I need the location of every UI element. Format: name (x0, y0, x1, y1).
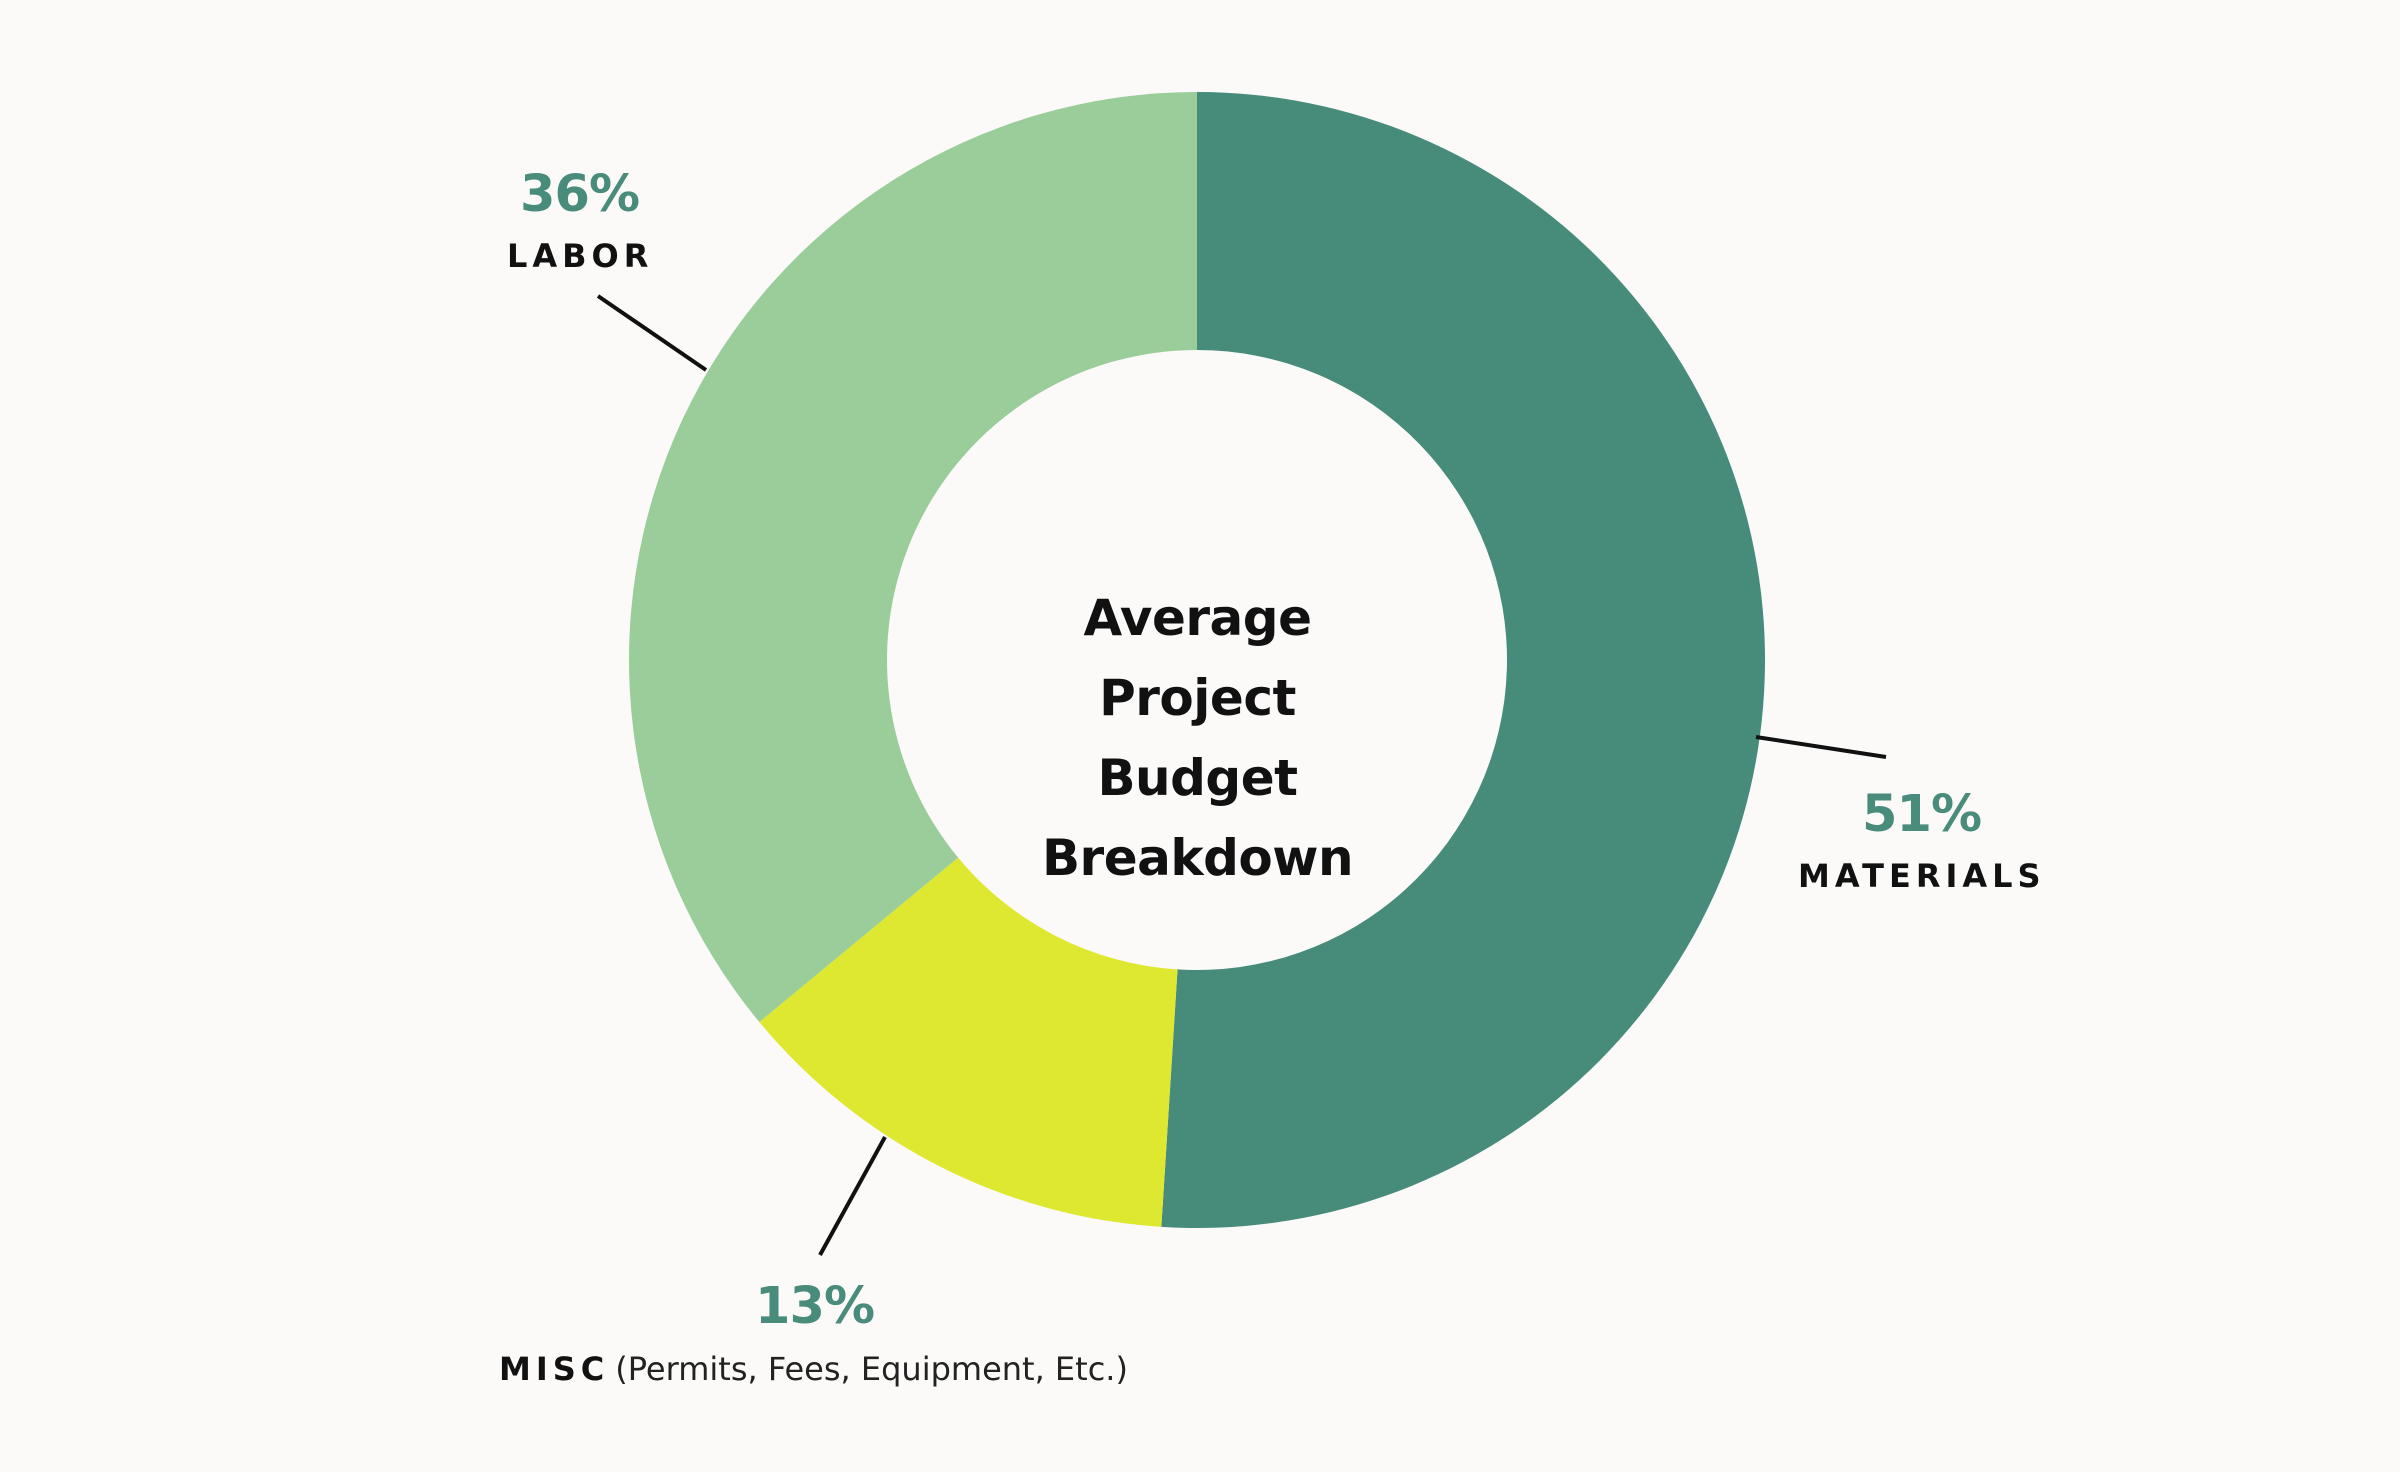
misc-slice (759, 857, 1178, 1227)
chart-title-line-2: Budget Breakdown (1041, 749, 1354, 887)
misc-category-note: (Permits, Fees, Equipment, Etc.) (615, 1350, 1128, 1388)
slice-group (628, 92, 1766, 1229)
chart-title: Average Project Budget Breakdown (1000, 578, 1395, 898)
labor-slice (628, 92, 1197, 1023)
labor-category-label: LABOR (507, 237, 654, 275)
labor-percent-label: 36% (520, 165, 640, 224)
materials-leader-line (1755, 735, 1887, 759)
chart-title-line-1: Average Project (1083, 589, 1312, 727)
misc-leader-line (818, 1136, 887, 1256)
materials-category-label: MATERIALS (1798, 857, 2046, 895)
labor-leader-line (596, 294, 708, 372)
misc-category-name: MISC (499, 1350, 610, 1388)
materials-percent-label: 51% (1862, 785, 1982, 844)
misc-category-label: MISC (Permits, Fees, Equipment, Etc.) (499, 1350, 1128, 1388)
misc-percent-label: 13% (755, 1277, 875, 1336)
materials-slice (1161, 92, 1766, 1229)
leader-line-group (596, 294, 1887, 1256)
